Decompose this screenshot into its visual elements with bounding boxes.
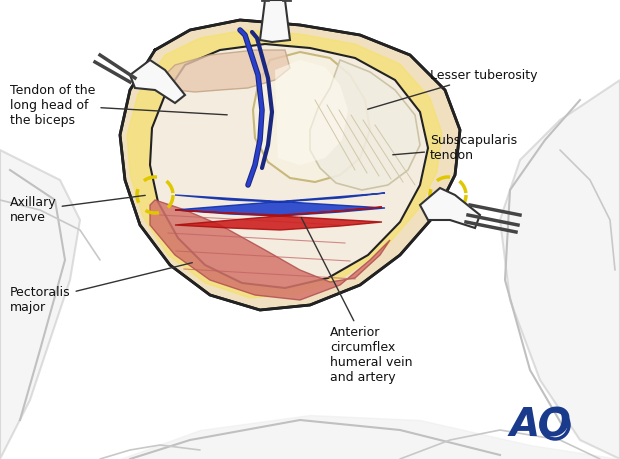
Polygon shape: [175, 207, 382, 230]
Polygon shape: [127, 30, 442, 298]
Polygon shape: [310, 60, 420, 190]
Polygon shape: [275, 60, 348, 165]
Polygon shape: [175, 193, 385, 216]
Polygon shape: [165, 50, 290, 92]
Polygon shape: [420, 188, 480, 228]
Text: Pectoralis
major: Pectoralis major: [10, 263, 192, 314]
Polygon shape: [0, 150, 80, 459]
Text: Subscapularis
tendon: Subscapularis tendon: [393, 134, 517, 162]
Polygon shape: [500, 80, 620, 459]
Polygon shape: [120, 20, 460, 310]
Polygon shape: [150, 200, 390, 300]
Text: Anterior
circumflex
humeral vein
and artery: Anterior circumflex humeral vein and art…: [301, 218, 412, 384]
Polygon shape: [150, 44, 428, 288]
Polygon shape: [253, 52, 370, 182]
Text: Lesser tuberosity: Lesser tuberosity: [368, 68, 538, 109]
Polygon shape: [260, 0, 290, 42]
Polygon shape: [130, 60, 185, 103]
Text: Axillary
nerve: Axillary nerve: [10, 196, 145, 224]
Text: Tendon of the
long head of
the biceps: Tendon of the long head of the biceps: [10, 84, 227, 127]
Text: AO: AO: [509, 406, 571, 444]
